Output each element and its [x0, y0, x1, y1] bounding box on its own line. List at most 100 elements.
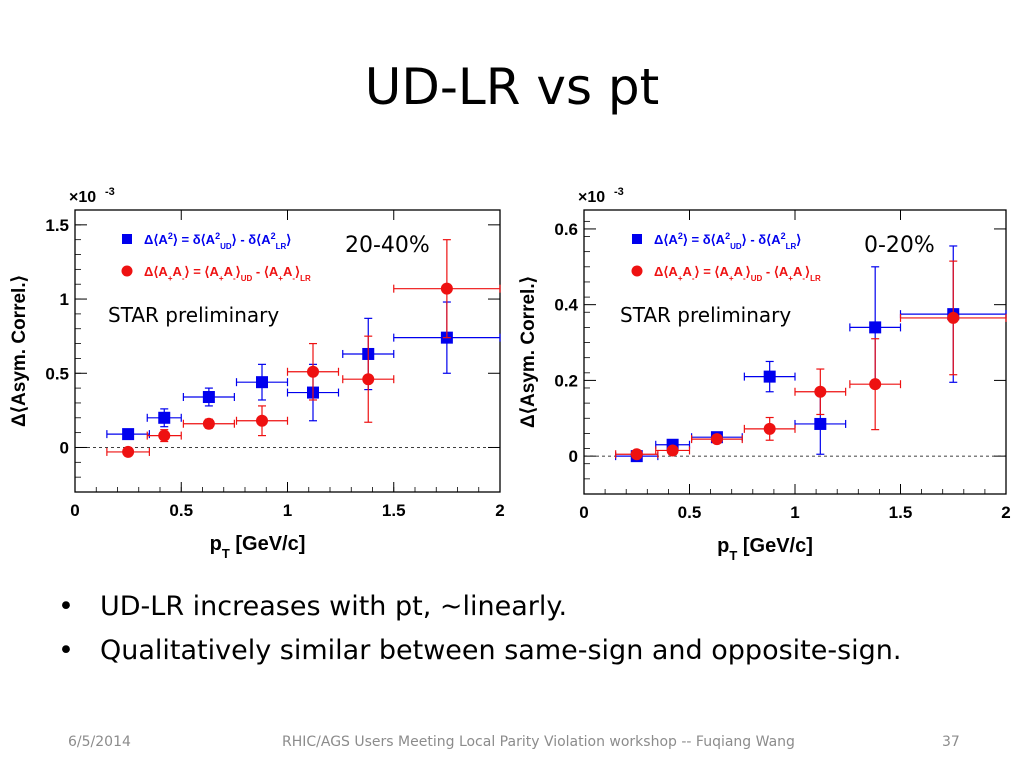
legend-text-part: LR [300, 274, 311, 283]
legend-text-part: Δ⟨A [654, 232, 678, 247]
legend-text-part: 2 [781, 231, 786, 241]
bullet-text: UD-LR increases with pt, ~linearly. [100, 591, 568, 622]
footer-page: 37 [942, 734, 960, 750]
x-tick-label: 0.5 [169, 501, 193, 520]
bullet-item: • Qualitatively similar between same-sign… [58, 629, 902, 673]
legend-text-part: + [219, 274, 224, 283]
lr-data-point [869, 378, 882, 391]
lr-data-point [202, 417, 215, 430]
legend-text-part: Δ⟨A [144, 232, 168, 247]
legend-text-part: - [233, 274, 236, 283]
axis-multiplier-exponent: -3 [614, 186, 624, 198]
legend-text-part: A [793, 264, 803, 279]
lr-data-point [630, 448, 643, 461]
centrality-label: 20-40% [345, 233, 430, 258]
legend-text-part: ⟩ [805, 264, 810, 279]
legend-text-part: ⟩ = δ⟨A [683, 232, 726, 247]
legend-text-part: - ⟨A [252, 264, 279, 279]
y-axis-label: Δ⟨Asym. Correl.⟩ [9, 275, 30, 427]
axis-multiplier: ×10 [69, 189, 96, 206]
legend-text-part: A [734, 264, 744, 279]
bullet-list: • UD-LR increases with pt, ~linearly. • Qu… [58, 585, 902, 673]
legend-text-part: 2 [168, 231, 173, 241]
legend-text-part: ⟩ = ⟨A [695, 264, 730, 279]
lr-data-point [158, 429, 171, 442]
lr-data-point [256, 414, 268, 427]
ud-data-point [158, 411, 171, 424]
legend-text-part: ⟩ [746, 264, 751, 279]
x-tick-label: 2 [495, 501, 504, 520]
x-axis-label-main: p [717, 535, 729, 557]
chart-0-20: 0 0.5 1 1.5 2 0 0.2 0.4 0.6 ×10 -3 pT [GeV/c] Δ⟨Asym… [512, 180, 1024, 563]
ud-data-point [869, 321, 882, 334]
legend-text: Δ⟨A+A-⟩ = ⟨A+A-⟩UD - ⟨A+A-⟩LR [144, 264, 311, 283]
x-tick-label: 0 [70, 501, 79, 520]
plot-frame [74, 209, 501, 493]
lr-data-point [947, 311, 960, 324]
legend-marker-lr [121, 265, 133, 277]
y-tick-label: 0.5 [45, 364, 69, 383]
ud-data-point [202, 391, 215, 404]
x-tick-label: 1.5 [889, 503, 913, 522]
legend-text-part: - [292, 274, 295, 283]
legend-text-part: ⟩ [796, 232, 801, 247]
legend-text-part: - ⟨A [762, 264, 789, 279]
legend-text: Δ⟨A+A-⟩ = ⟨A+A-⟩UD - ⟨A+A-⟩LR [654, 264, 821, 283]
x-axis-label-sub: T [222, 546, 230, 561]
ud-data-point [763, 370, 776, 383]
y-tick-label: 0 [60, 438, 69, 457]
legend-text: Δ⟨A2⟩ = δ⟨A2UD⟩ - δ⟨A2LR⟩ [654, 231, 801, 251]
legend-text-part: ⟩ - δ⟨A [742, 232, 782, 247]
bullet-item: • UD-LR increases with pt, ~linearly. [58, 585, 902, 629]
legend-text-part: UD [220, 242, 232, 251]
legend-text-part: ⟩ [286, 232, 291, 247]
y-tick-label: 1 [60, 290, 69, 309]
chart-20-40: 0 0.5 1 1.5 2 0 0.5 1 1.5 ×10 -3 pT [GeV/c] Δ⟨Asym. … [0, 180, 512, 561]
legend-text-part: A [283, 264, 293, 279]
chart-0-20-svg: 0 0.5 1 1.5 2 0 0.2 0.4 0.6×10 -3 pT [GeV/c] Δ⟨Asym… [518, 186, 1011, 563]
chart-20-40-svg: 0 0.5 1 1.5 200.511.5×10 -3pT [GeV/c]Δ⟨Asym. … [9, 186, 505, 561]
lr-data-point [362, 373, 375, 386]
x-axis-label-unit: [GeV/c] [737, 535, 813, 557]
legend-text-part: LR [810, 274, 821, 283]
lr-data-point [122, 445, 135, 458]
centrality-label: 0-20% [864, 233, 935, 258]
bullet-text: Qualitatively similar between same-sign … [100, 635, 902, 666]
x-axis-label: pT [GeV/c] [717, 535, 813, 563]
plot-frame [583, 209, 1007, 495]
legend-text-part: UD [241, 274, 253, 283]
legend-marker-ud [632, 234, 642, 244]
legend-text-part: Δ⟨A [654, 264, 678, 279]
legend-text-part: A [682, 264, 692, 279]
ud-data-point [814, 417, 827, 430]
legend-text: Δ⟨A2⟩ = δ⟨A2UD⟩ - δ⟨A2LR⟩ [144, 231, 291, 251]
y-tick-label: 0.6 [554, 220, 578, 239]
legend-text-part: + [678, 274, 683, 283]
y-tick-label: 0.2 [554, 371, 578, 390]
x-tick-label: 1 [283, 501, 292, 520]
legend-text-part: - [802, 274, 805, 283]
star-preliminary-label: STAR preliminary [620, 303, 791, 327]
legend-text-part: Δ⟨A [144, 264, 168, 279]
legend-text-part: - [692, 274, 695, 283]
legend-text-part: ⟩ = ⟨A [185, 264, 220, 279]
y-tick-label: 0 [569, 447, 578, 466]
star-preliminary-label: STAR preliminary [108, 303, 279, 327]
legend-text-part: A [224, 264, 234, 279]
legend-text-part: + [788, 274, 793, 283]
x-tick-label: 2 [1001, 503, 1010, 522]
lr-data-point [307, 365, 319, 378]
lr-data-point [440, 282, 453, 295]
bullet-dot-icon: • [58, 635, 74, 666]
lr-data-point [814, 385, 827, 398]
x-tick-label: 0.5 [678, 503, 702, 522]
legend-text-part: 2 [271, 231, 276, 241]
x-axis-label-main: p [210, 533, 222, 555]
legend-text-part: 2 [725, 231, 730, 241]
x-axis-label-sub: T [729, 548, 737, 563]
legend-marker-lr [631, 265, 643, 277]
lr-data-point [666, 444, 679, 457]
footer-center: RHIC/AGS Users Meeting Local Parity Viol… [282, 734, 795, 750]
legend-text-part: A [172, 264, 182, 279]
legend-text-part: UD [751, 274, 763, 283]
